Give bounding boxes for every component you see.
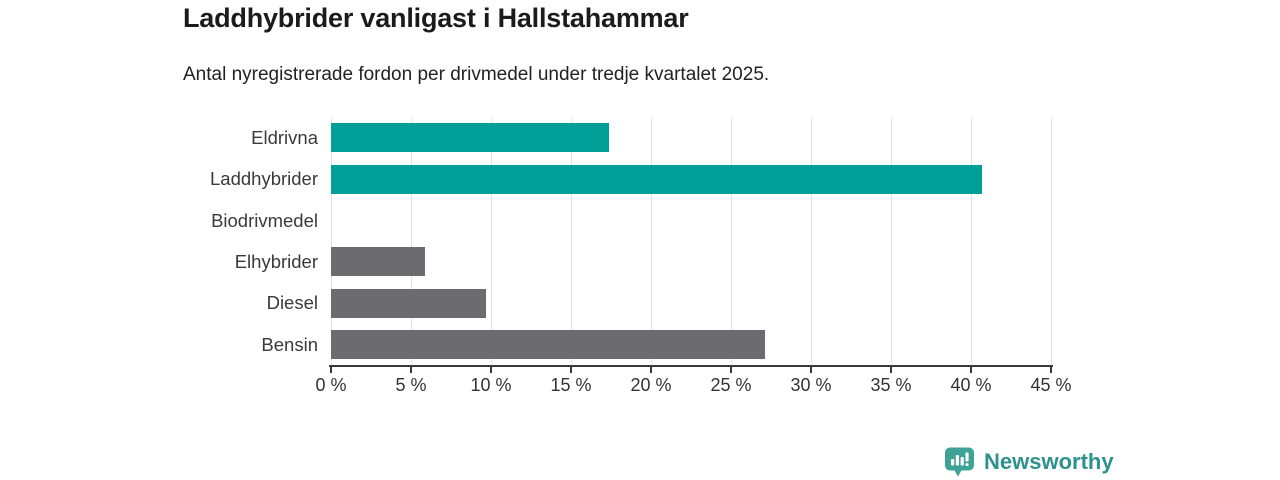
x-axis-tick bbox=[490, 367, 492, 373]
x-axis-tick bbox=[890, 367, 892, 373]
bar-diesel bbox=[331, 288, 487, 318]
newsworthy-logo-text: Newsworthy bbox=[984, 449, 1114, 474]
gridline bbox=[970, 117, 972, 365]
gridline bbox=[330, 117, 332, 365]
x-tick-label: 15 % bbox=[550, 375, 592, 395]
gridline bbox=[650, 117, 652, 365]
y-category-label: Biodrivmedel bbox=[211, 209, 318, 231]
gridline bbox=[410, 117, 412, 365]
x-tick-label: 30 % bbox=[790, 375, 832, 395]
x-axis-tick bbox=[1050, 367, 1052, 373]
plot-area bbox=[330, 117, 1052, 365]
x-tick-label: 5 % bbox=[395, 375, 427, 395]
x-tick-label: 20 % bbox=[630, 375, 672, 395]
x-axis-tick bbox=[970, 367, 972, 373]
x-axis-tick bbox=[730, 367, 732, 373]
newsworthy-logo-icon bbox=[945, 447, 974, 477]
y-category-label: Diesel bbox=[266, 292, 318, 314]
x-axis-tick bbox=[330, 367, 332, 373]
x-tick-label: 40 % bbox=[950, 375, 992, 395]
x-tick-label: 25 % bbox=[710, 375, 752, 395]
gridline bbox=[890, 117, 892, 365]
newsworthy-logo: Newsworthy bbox=[943, 446, 1114, 478]
y-axis-labels: Eldrivna Laddhybrider Biodrivmedel Elhybrid… bbox=[0, 117, 318, 365]
x-axis-line bbox=[329, 365, 1053, 367]
gridline bbox=[1050, 117, 1052, 365]
x-tick-label: 0 % bbox=[315, 375, 347, 395]
bar-laddhybrider bbox=[331, 164, 983, 194]
y-category-label: Eldrivna bbox=[251, 127, 318, 148]
x-axis: 0 % 5 % 10 % 15 % 20 % 25 % 30 % 35 % 40 % 45 % bbox=[315, 365, 1072, 400]
x-axis-tick bbox=[650, 367, 652, 373]
x-tick-label: 10 % bbox=[470, 375, 512, 395]
gridline bbox=[810, 117, 812, 365]
x-axis-tick bbox=[410, 367, 412, 373]
gridline bbox=[570, 117, 572, 365]
y-category-label: Bensin bbox=[261, 333, 318, 355]
gridline bbox=[730, 117, 732, 365]
bar-elhybrider bbox=[331, 247, 426, 277]
x-axis-tick bbox=[810, 367, 812, 373]
x-axis-tick bbox=[570, 367, 572, 373]
chart-subtitle: Antal nyregistrerade fordon per drivmede… bbox=[183, 64, 770, 85]
bar-eldrivna bbox=[331, 123, 610, 153]
y-category-label: Laddhybrider bbox=[210, 168, 318, 190]
page-title: Laddhybrider vanligast i Hallstahammar bbox=[183, 3, 689, 33]
gridline bbox=[490, 117, 492, 365]
y-category-label: Elhybrider bbox=[234, 251, 318, 272]
x-tick-label: 35 % bbox=[870, 375, 912, 395]
bar-bensin bbox=[331, 329, 765, 359]
x-tick-label: 45 % bbox=[1030, 375, 1072, 395]
